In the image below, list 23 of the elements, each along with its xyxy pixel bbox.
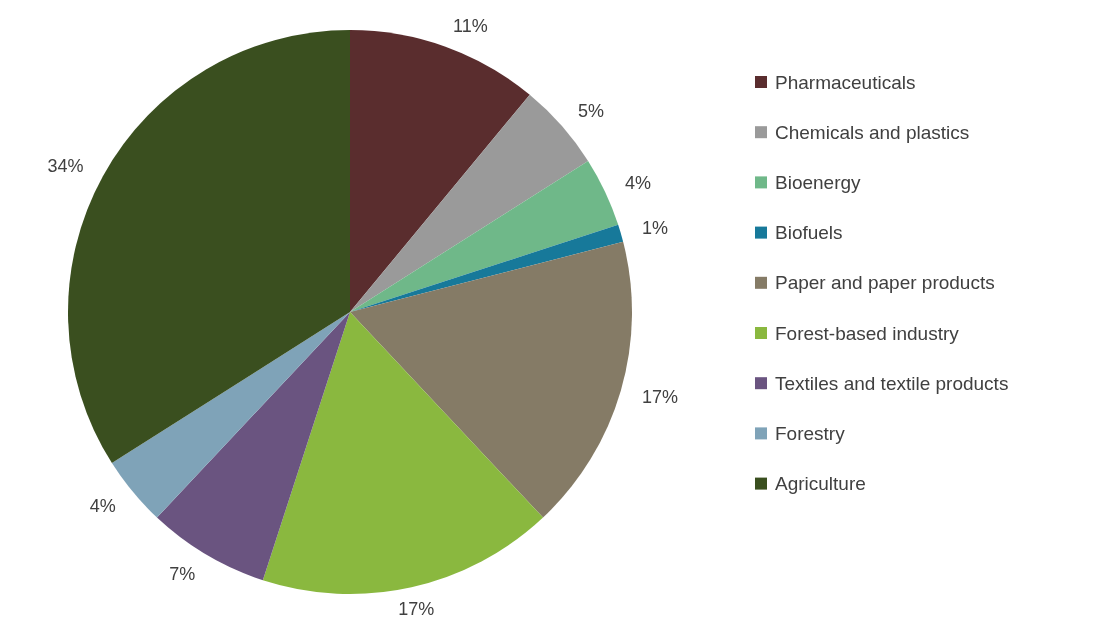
pie-slice [350,30,530,312]
pie-slice [350,241,632,518]
legend-label: Bioenergy [775,172,862,194]
data-label: 1% [641,217,668,238]
legend-label: Chemicals and plastics [775,121,970,143]
data-label: 17% [641,387,678,408]
pie-slice [350,160,619,312]
legend-label: Agriculture [775,473,866,495]
legend-label: Forestry [775,423,846,445]
legend-label: Pharmaceuticals [775,71,916,93]
data-label: 11% [452,16,488,37]
data-label: 17% [398,598,435,619]
legend-label: Textiles and textile products [775,372,1009,394]
legend-label: Paper and paper products [775,272,995,294]
data-label: 5% [578,101,605,122]
pie-slice [262,312,544,594]
data-label: 7% [169,563,196,584]
pie-slice [156,312,350,581]
legend-label: Forest-based industry [775,322,960,344]
data-label: 34% [47,155,84,176]
data-label: 4% [625,172,652,193]
legend-label: Biofuels [775,222,843,244]
data-label: 4% [89,496,116,517]
